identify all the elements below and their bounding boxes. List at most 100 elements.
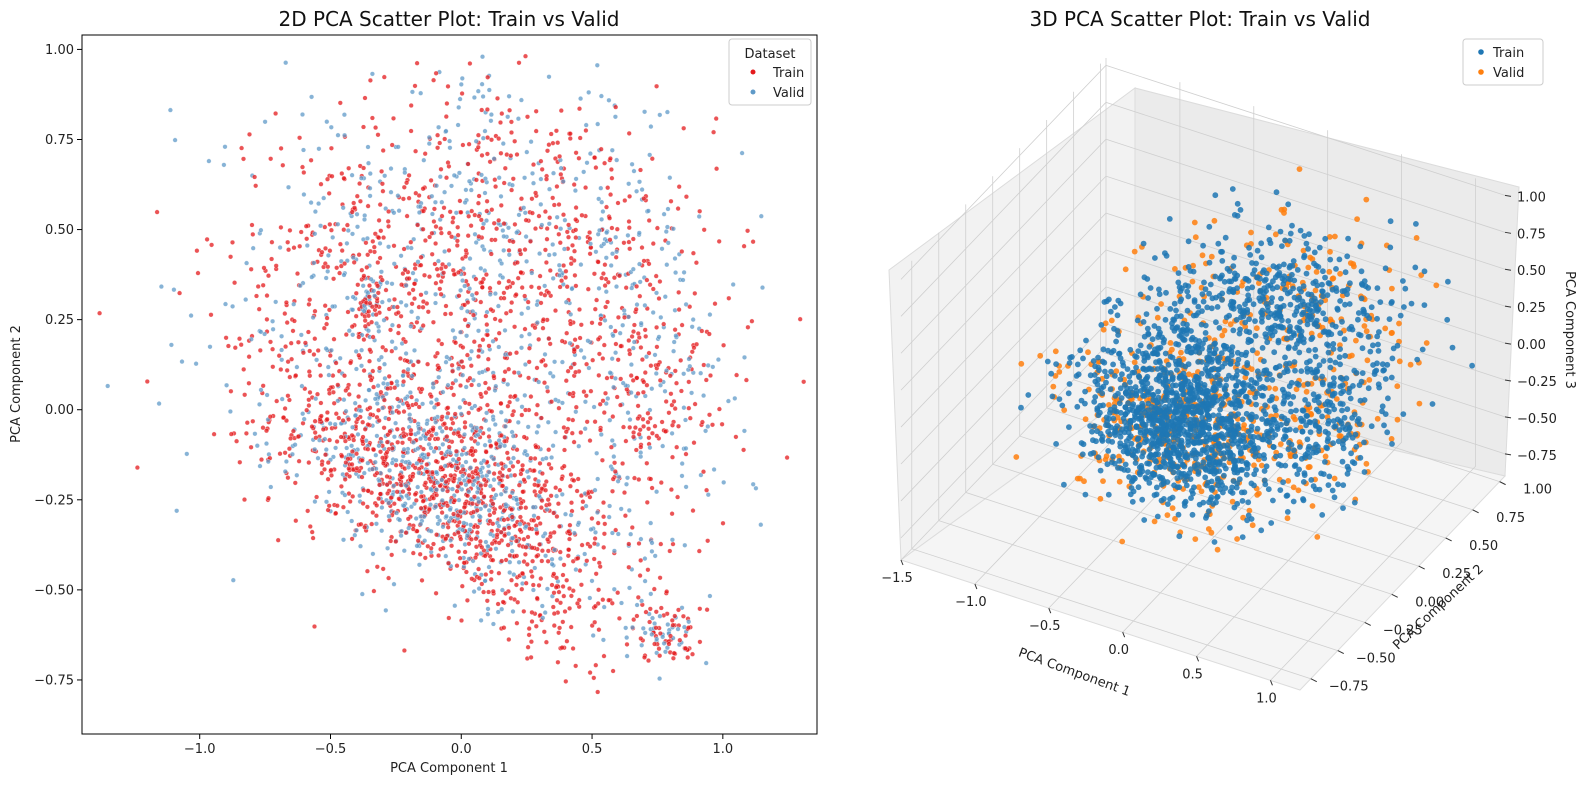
- point-3d-train: [1095, 454, 1102, 461]
- point-2d-valid: [611, 454, 617, 460]
- point-3d-valid: [1199, 252, 1206, 259]
- point-2d-valid: [429, 193, 435, 199]
- point-2d-train: [466, 472, 472, 478]
- point-3d-train: [1146, 460, 1152, 467]
- point-2d-train: [604, 375, 610, 381]
- point-2d-train: [481, 589, 487, 595]
- point-2d-valid: [389, 281, 395, 287]
- point-2d-train: [654, 324, 660, 330]
- point-2d-train: [322, 303, 328, 309]
- point-2d-valid: [625, 410, 631, 416]
- point-2d-train: [367, 358, 372, 364]
- point-3d-valid: [1313, 269, 1320, 275]
- point-2d-train: [640, 389, 646, 395]
- point-2d-train: [635, 391, 641, 396]
- point-2d-valid: [591, 404, 597, 410]
- point-2d-valid: [330, 454, 336, 460]
- point-2d-valid: [543, 553, 549, 559]
- point-2d-train: [643, 609, 649, 615]
- point-3d-train: [1099, 358, 1106, 365]
- point-2d-train: [354, 451, 359, 457]
- point-2d-valid: [598, 432, 604, 437]
- point-2d-train: [615, 357, 621, 363]
- point-2d-valid: [188, 313, 194, 319]
- point-2d-train: [380, 148, 386, 153]
- point-2d-train: [630, 377, 636, 383]
- point-3d-train: [1154, 366, 1161, 372]
- point-3d-train: [1091, 423, 1098, 429]
- point-2d-valid: [407, 416, 413, 422]
- point-2d-valid: [584, 160, 590, 166]
- point-2d-train: [657, 279, 663, 284]
- point-2d-train: [573, 205, 579, 211]
- point-2d-train: [420, 323, 426, 329]
- point-2d-train: [522, 326, 528, 332]
- point-2d-train: [394, 304, 400, 310]
- point-2d-train: [551, 529, 557, 535]
- point-2d-train: [305, 508, 311, 514]
- point-2d-train: [452, 411, 458, 417]
- point-2d-train: [519, 570, 525, 576]
- point-2d-train: [570, 417, 576, 423]
- point-2d-train: [460, 467, 466, 472]
- point-2d-train: [668, 391, 674, 397]
- point-2d-valid: [516, 559, 522, 565]
- point-2d-train: [442, 421, 447, 427]
- point-2d-train: [628, 373, 634, 379]
- point-3d-valid: [1363, 328, 1370, 335]
- point-2d-train: [331, 400, 337, 406]
- point-2d-train: [654, 225, 660, 231]
- point-2d-valid: [394, 510, 400, 516]
- point-2d-train: [577, 307, 582, 312]
- point-2d-train: [561, 562, 567, 568]
- point-2d-valid: [524, 469, 530, 475]
- point-2d-valid: [463, 459, 469, 465]
- point-2d-valid: [360, 283, 366, 289]
- point-2d-train: [584, 361, 590, 367]
- point-2d-train: [627, 193, 633, 199]
- point-3d-train: [1141, 517, 1148, 523]
- point-2d-train: [583, 185, 589, 191]
- point-2d-train: [377, 482, 382, 488]
- point-2d-valid: [607, 417, 613, 423]
- point-2d-valid: [292, 442, 298, 448]
- point-3d-train: [1209, 485, 1216, 491]
- point-2d-train: [542, 482, 548, 488]
- point-2d-valid: [387, 467, 393, 473]
- point-2d-train: [542, 247, 548, 253]
- point-2d-train: [438, 450, 444, 456]
- point-2d-valid: [701, 393, 707, 399]
- point-2d-train: [479, 544, 485, 550]
- point-2d-train: [457, 555, 463, 561]
- point-2d-train: [408, 427, 414, 433]
- point-2d-train: [300, 350, 306, 356]
- point-2d-valid: [524, 258, 530, 264]
- point-2d-valid: [506, 225, 511, 231]
- point-2d-valid: [481, 458, 487, 464]
- point-2d-train: [604, 204, 609, 210]
- point-2d-train: [484, 402, 490, 408]
- point-2d-train: [680, 613, 686, 619]
- point-2d-train: [566, 529, 572, 534]
- point-3d-train: [1105, 448, 1112, 454]
- point-2d-train: [451, 476, 457, 482]
- point-2d-train: [325, 264, 331, 270]
- point-2d-train: [435, 132, 441, 138]
- point-2d-valid: [257, 401, 262, 407]
- point-2d-valid: [391, 483, 397, 489]
- point-3d-train: [1053, 441, 1059, 447]
- point-2d-valid: [421, 157, 427, 163]
- point-2d-train: [250, 231, 256, 237]
- point-2d-train: [435, 145, 441, 151]
- point-2d-valid: [609, 147, 615, 153]
- point-2d-train: [395, 439, 401, 445]
- point-2d-train: [283, 300, 289, 305]
- point-2d-valid: [576, 443, 582, 449]
- point-3d-train: [1097, 467, 1104, 474]
- point-2d-train: [601, 342, 607, 348]
- point-2d-valid: [423, 290, 429, 296]
- point-2d-train: [243, 430, 249, 436]
- point-2d-valid: [333, 445, 339, 451]
- point-2d-train: [448, 311, 454, 317]
- point-2d-train: [521, 477, 527, 483]
